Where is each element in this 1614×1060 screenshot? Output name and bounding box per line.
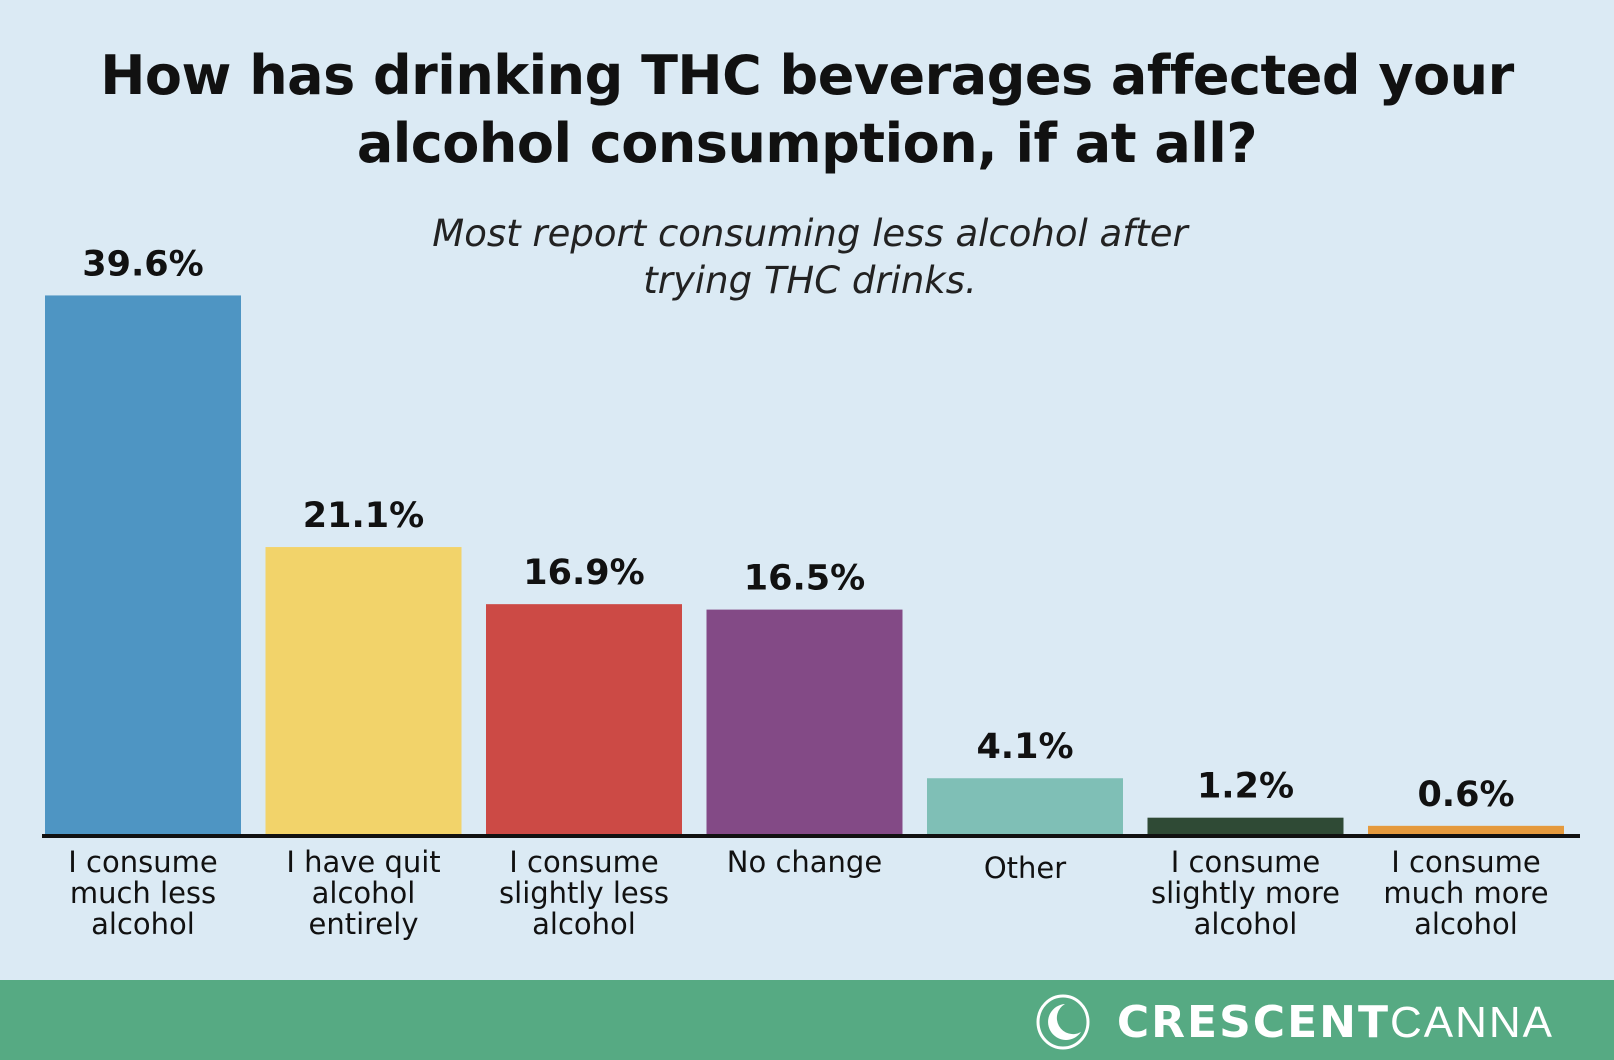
category-label: I have quit alcohol entirely	[286, 845, 440, 941]
bar	[265, 547, 462, 834]
bar	[1368, 825, 1564, 834]
category-label: I consume slightly more alcohol	[1151, 845, 1340, 941]
category-label: I consume much less alcohol	[68, 845, 217, 941]
brand-name-light: CANNA	[1389, 997, 1554, 1047]
bar	[706, 609, 903, 834]
bar	[1147, 817, 1344, 834]
data-label: 0.6%	[1417, 775, 1514, 815]
bar	[45, 295, 241, 834]
category-label: No change	[727, 845, 882, 879]
data-label: 1.2%	[1197, 767, 1294, 807]
footer-bar: CRESCENTCANNA	[0, 980, 1614, 1060]
brand-name-bold: CRESCENT	[1116, 996, 1390, 1048]
chart-subtitle: Most report consuming less alcohol after…	[432, 212, 1188, 302]
bar-chart: 39.6% I consume much less alcohol 21.1% I hav…	[42, 244, 1580, 941]
data-label: 16.5%	[744, 559, 865, 599]
data-label: 4.1%	[976, 727, 1073, 767]
data-label: 21.1%	[303, 496, 424, 536]
category-label: I consume much more alcohol	[1383, 845, 1548, 941]
crescent-moon-icon	[1036, 994, 1090, 1050]
data-label: 39.6%	[82, 244, 203, 284]
category-label: Other	[984, 851, 1066, 885]
bar	[486, 604, 682, 834]
chart-title: How has drinking THC beverages affected …	[100, 44, 1514, 175]
brand-logo: CRESCENTCANNA	[1035, 994, 1554, 1050]
category-label: I consume slightly less alcohol	[499, 845, 669, 941]
data-label: 16.9%	[523, 553, 644, 593]
bar	[927, 778, 1123, 834]
